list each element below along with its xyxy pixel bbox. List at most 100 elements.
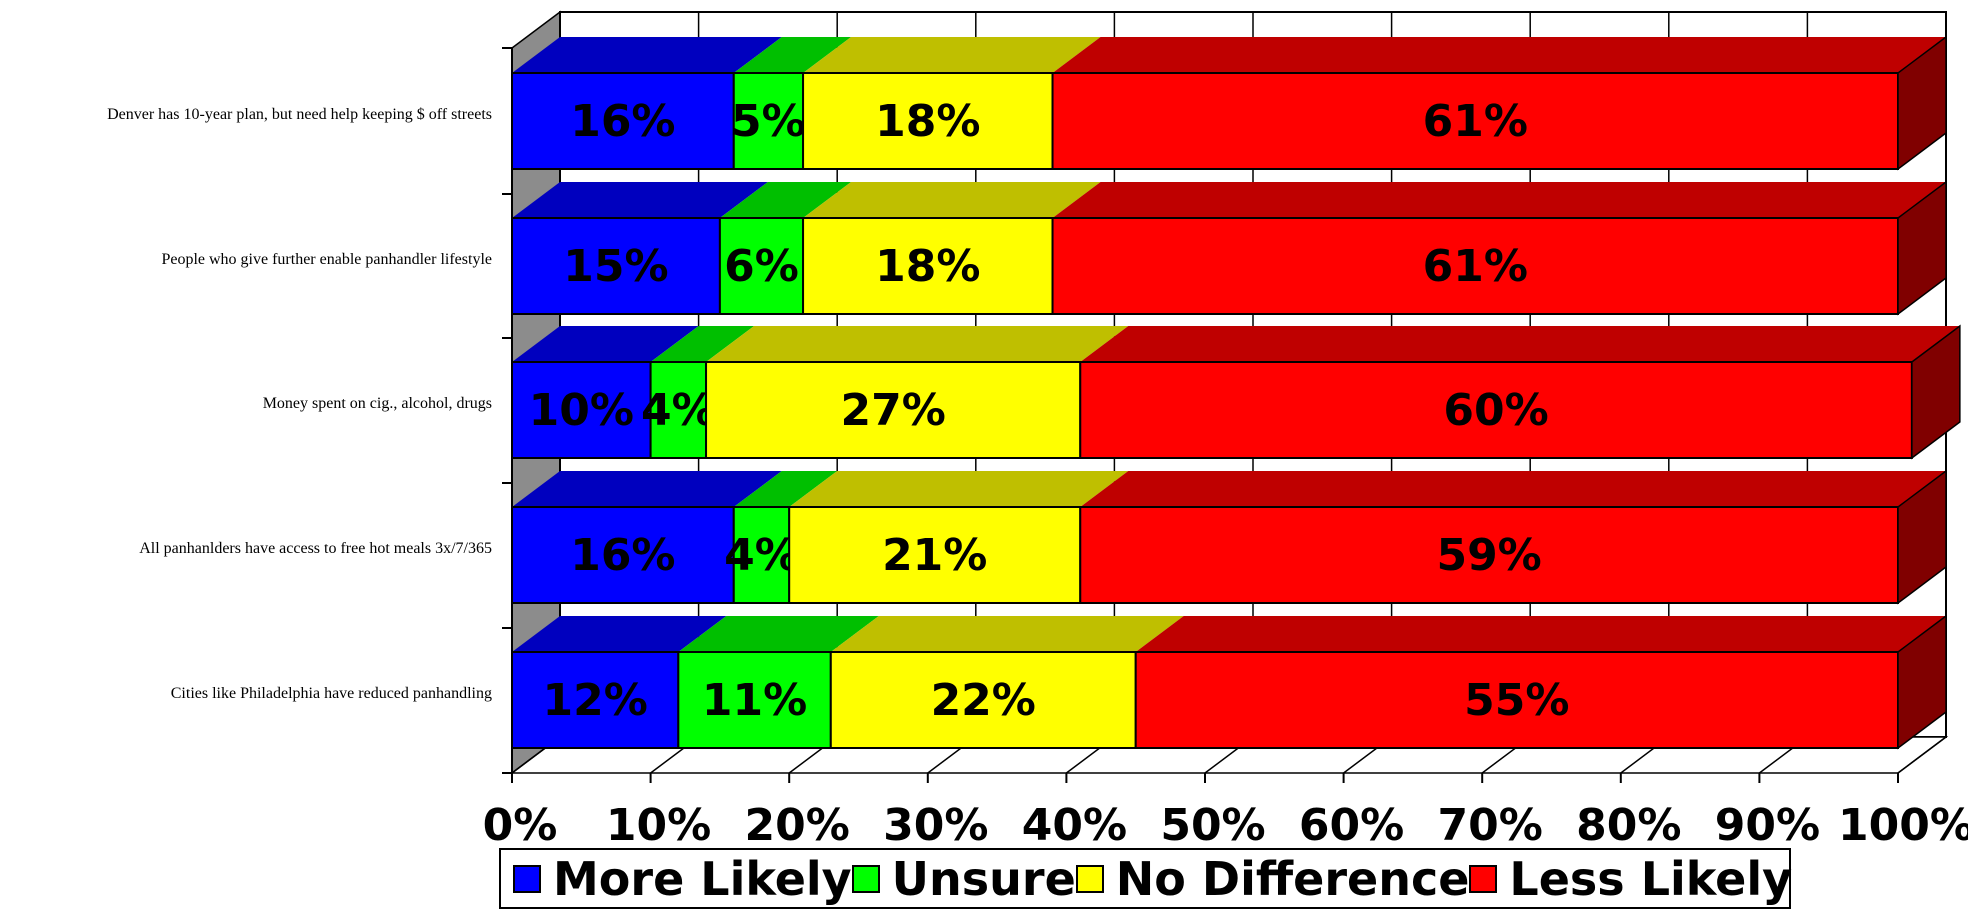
bar-top-face [803, 182, 1101, 218]
x-tick-label: 10% [606, 800, 711, 851]
data-label: 16% [570, 530, 675, 581]
data-label: 16% [570, 96, 675, 147]
bar-front-face [1079, 506, 1899, 604]
legend-item: Unsure [851, 851, 1076, 906]
bar-front-face [649, 361, 708, 459]
bar-segment: 61% [1051, 180, 1947, 316]
bar-front-face [802, 217, 1054, 315]
bar-segment: 6% [718, 182, 852, 315]
data-label: 55% [1464, 675, 1569, 726]
legend-swatch [1469, 864, 1498, 893]
x-tick-label: 0% [483, 800, 558, 851]
data-label: 15% [563, 241, 668, 292]
bar-segment: 61% [1051, 35, 1947, 171]
bar-front-face [677, 651, 832, 749]
legend-label: More Likely [553, 851, 852, 906]
bar-front-face [511, 217, 721, 315]
bar-segment: 59% [1079, 469, 1947, 605]
bar-side-face [1897, 469, 1947, 605]
bar-segment: 11% [677, 616, 879, 749]
bar-top-face [733, 37, 852, 73]
bar-segment: 12% [511, 616, 727, 749]
bar-top-face [789, 471, 1129, 507]
data-label: 12% [542, 675, 647, 726]
bar-segment: 22% [829, 616, 1184, 749]
bar-segment: 5% [731, 37, 852, 170]
bar-top-face [678, 616, 879, 652]
bar-top-face [1052, 182, 1946, 218]
legend-swatch [1075, 864, 1104, 893]
bar-top-face [512, 37, 782, 73]
data-label: 4% [724, 530, 799, 581]
bar-segment: 4% [641, 326, 755, 459]
bars: 16% 5% 18% 61%15% 6% 18% 61%10% 4% 27% 60%16% 4% 21… [511, 35, 1961, 750]
legend-item: No Difference [1075, 851, 1470, 906]
bar-segment: 4% [724, 471, 838, 604]
data-label: 18% [875, 241, 980, 292]
legend-item: Less Likely [1469, 852, 1792, 906]
bar-segment: 16% [511, 471, 782, 604]
data-label: 27% [840, 385, 945, 436]
data-label: 6% [724, 241, 799, 292]
category-label: Denver has 10-year plan, but need help k… [107, 106, 492, 123]
data-label: 22% [931, 675, 1036, 726]
bar-segment: 60% [1079, 324, 1961, 460]
bar-side-face [1897, 614, 1947, 750]
bar-side-face [1897, 35, 1947, 171]
legend-label: No Difference [1115, 851, 1470, 906]
category-label: Money spent on cig., alcohol, drugs [263, 395, 492, 412]
bar-front-face [718, 217, 805, 315]
legend-label: Unsure [891, 851, 1076, 906]
bar-top-face [803, 37, 1101, 73]
bar-top-face [1080, 326, 1960, 362]
bar-segment: 27% [705, 326, 1129, 459]
data-label: 4% [641, 385, 716, 436]
bar-top-face [512, 182, 768, 218]
bar-segment: 55% [1134, 614, 1947, 750]
floor-line [1897, 736, 1947, 774]
bar-top-face [719, 182, 852, 218]
bar-top-face [1080, 471, 1946, 507]
category-label: People who give further enable panhandle… [161, 251, 492, 268]
bar-front-face [511, 72, 735, 170]
legend-label: Less Likely [1509, 851, 1793, 906]
bar-front-face [788, 506, 1082, 604]
bar-side-face [1911, 324, 1961, 460]
data-label: 10% [529, 385, 634, 436]
bar-front-face [705, 361, 1082, 459]
bar-front-face [511, 651, 680, 749]
x-tick-label: 50% [1160, 800, 1265, 851]
data-label: 61% [1423, 96, 1528, 147]
bar-segment: 10% [511, 326, 699, 459]
x-tick-label: 100% [1838, 800, 1968, 851]
bar-segment: 18% [802, 37, 1101, 170]
x-tick-label: 60% [1299, 800, 1404, 851]
bar-top-face [1135, 616, 1946, 652]
bar-front-face [1051, 217, 1900, 315]
data-label: 60% [1443, 385, 1548, 436]
data-label: 5% [731, 96, 806, 147]
category-labels: Denver has 10-year plan, but need help k… [107, 106, 492, 702]
data-label: 59% [1436, 530, 1541, 581]
bar-segment: 16% [511, 37, 782, 170]
bar-top-face [1052, 37, 1946, 73]
data-label: 18% [875, 96, 980, 147]
x-tick-label: 20% [745, 800, 850, 851]
legend: More Likely Unsure No Difference Less Likel… [499, 848, 1792, 909]
bar-front-face [511, 506, 735, 604]
category-label: Cities like Philadelphia have reduced pa… [171, 685, 492, 702]
data-label: 21% [882, 530, 987, 581]
bar-side-face [1897, 180, 1947, 316]
bar-top-face [512, 616, 727, 652]
legend-swatch [851, 864, 880, 893]
x-tick-label: 80% [1576, 800, 1681, 851]
category-label: All panhanlders have access to free hot … [139, 540, 492, 557]
legend-item: More Likely [513, 852, 852, 906]
bar-front-face [511, 361, 652, 459]
bar-top-face [512, 326, 699, 362]
bar-segment: 21% [788, 471, 1129, 604]
x-tick-label: 30% [883, 800, 988, 851]
legend-swatch [513, 864, 541, 893]
bar-top-face [650, 326, 755, 362]
